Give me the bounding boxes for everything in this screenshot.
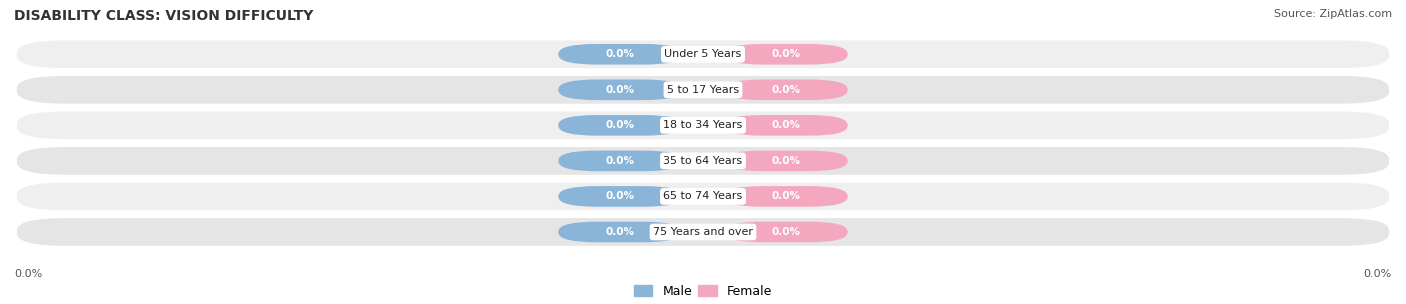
FancyBboxPatch shape [558, 44, 682, 64]
FancyBboxPatch shape [558, 186, 682, 207]
Text: 65 to 74 Years: 65 to 74 Years [664, 192, 742, 202]
Text: 0.0%: 0.0% [606, 120, 636, 130]
FancyBboxPatch shape [558, 115, 682, 136]
FancyBboxPatch shape [724, 79, 848, 100]
Text: 0.0%: 0.0% [14, 269, 42, 279]
FancyBboxPatch shape [17, 40, 1389, 68]
Text: Under 5 Years: Under 5 Years [665, 49, 741, 59]
FancyBboxPatch shape [17, 76, 1389, 104]
FancyBboxPatch shape [17, 147, 1389, 175]
Legend: Male, Female: Male, Female [628, 280, 778, 303]
FancyBboxPatch shape [17, 183, 1389, 210]
Text: 0.0%: 0.0% [606, 227, 636, 237]
FancyBboxPatch shape [724, 150, 848, 171]
FancyBboxPatch shape [17, 218, 1389, 246]
Text: 0.0%: 0.0% [770, 156, 800, 166]
Text: 0.0%: 0.0% [1364, 269, 1392, 279]
Text: 0.0%: 0.0% [770, 120, 800, 130]
Text: 0.0%: 0.0% [770, 85, 800, 95]
FancyBboxPatch shape [558, 79, 682, 100]
Text: 0.0%: 0.0% [606, 49, 636, 59]
Text: 75 Years and over: 75 Years and over [652, 227, 754, 237]
Text: 5 to 17 Years: 5 to 17 Years [666, 85, 740, 95]
FancyBboxPatch shape [558, 222, 682, 242]
Text: 18 to 34 Years: 18 to 34 Years [664, 120, 742, 130]
Text: 0.0%: 0.0% [770, 192, 800, 202]
FancyBboxPatch shape [724, 222, 848, 242]
Text: 0.0%: 0.0% [606, 192, 636, 202]
Text: 35 to 64 Years: 35 to 64 Years [664, 156, 742, 166]
Text: DISABILITY CLASS: VISION DIFFICULTY: DISABILITY CLASS: VISION DIFFICULTY [14, 9, 314, 23]
FancyBboxPatch shape [558, 150, 682, 171]
FancyBboxPatch shape [17, 112, 1389, 139]
Text: 0.0%: 0.0% [606, 156, 636, 166]
FancyBboxPatch shape [724, 186, 848, 207]
FancyBboxPatch shape [724, 44, 848, 64]
Text: 0.0%: 0.0% [770, 227, 800, 237]
Text: Source: ZipAtlas.com: Source: ZipAtlas.com [1274, 9, 1392, 19]
Text: 0.0%: 0.0% [770, 49, 800, 59]
Text: 0.0%: 0.0% [606, 85, 636, 95]
FancyBboxPatch shape [724, 115, 848, 136]
